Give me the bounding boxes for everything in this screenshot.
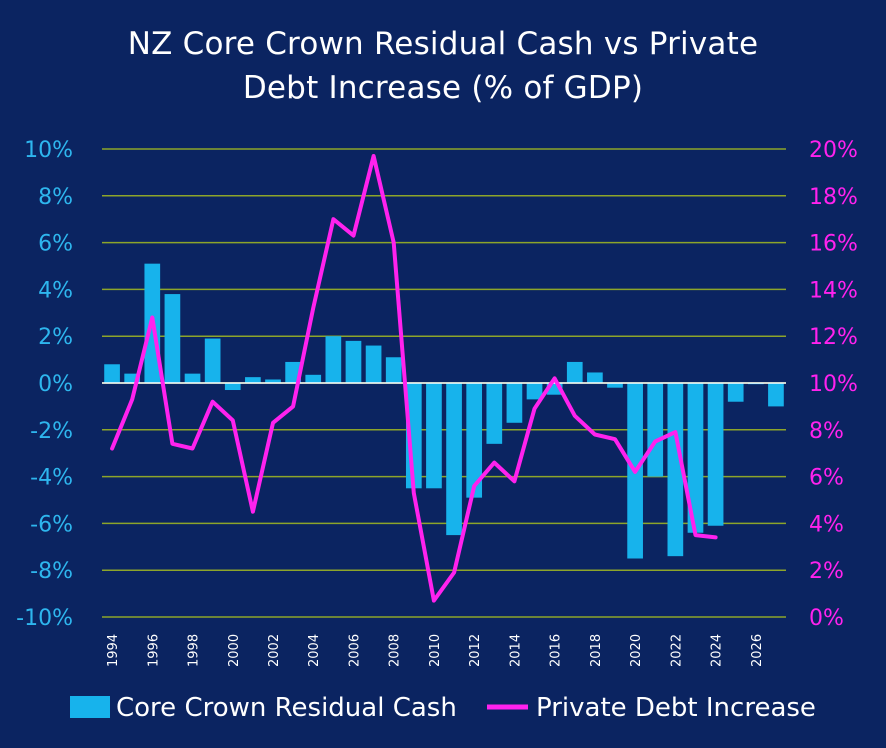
y-left-tick-label: 10% <box>24 138 73 163</box>
y-right-tick-label: 10% <box>809 372 858 397</box>
x-tick-label: 2012 <box>468 634 483 667</box>
y-left-tick-label: -6% <box>30 512 73 537</box>
bar <box>466 383 483 498</box>
bar <box>486 383 503 444</box>
bar <box>647 383 664 477</box>
y-left-tick-label: 8% <box>38 185 73 210</box>
bar <box>385 357 402 383</box>
x-tick-label: 2006 <box>348 634 363 667</box>
x-tick-label: 1998 <box>187 634 202 667</box>
legend-label-line: Private Debt Increase <box>536 693 816 723</box>
line-series-private-debt <box>110 154 718 603</box>
y-right-tick-label: 12% <box>809 325 858 350</box>
x-tick-label: 2008 <box>388 634 403 667</box>
x-tick-label: 2016 <box>549 634 564 667</box>
bar <box>365 345 382 383</box>
y-left-tick-label: 4% <box>38 278 73 303</box>
bar <box>687 383 704 533</box>
bar <box>305 374 322 383</box>
x-tick-label: 2024 <box>710 634 725 667</box>
bar <box>345 340 362 383</box>
bar <box>124 373 141 383</box>
bar <box>727 383 744 402</box>
y-right-tick-label: 14% <box>809 278 858 303</box>
legend-swatch-bar <box>70 696 110 718</box>
x-tick-label: 1994 <box>106 634 121 667</box>
y-left-tick-label: -10% <box>16 606 73 631</box>
bar <box>204 338 221 383</box>
y-right-tick-label: 8% <box>809 419 844 444</box>
x-tick-label: 2014 <box>508 634 523 667</box>
y-right-tick-label: 6% <box>809 466 844 491</box>
bar <box>104 364 120 383</box>
x-tick-label: 2026 <box>750 634 765 667</box>
bar <box>566 361 583 383</box>
legend-label-bar: Core Crown Residual Cash <box>116 693 457 723</box>
x-tick-label: 2000 <box>227 634 242 667</box>
bar <box>506 383 523 423</box>
bar <box>526 383 543 400</box>
y-left-tick-label: 2% <box>38 325 73 350</box>
bar <box>184 373 201 383</box>
y-left-tick-label: -4% <box>30 466 73 491</box>
x-tick-label: 1996 <box>146 634 161 667</box>
y-right-tick-label: 20% <box>809 138 858 163</box>
bar <box>587 372 603 383</box>
x-tick-label: 2022 <box>669 634 684 667</box>
y-left-tick-label: 6% <box>38 232 73 257</box>
chart-title: NZ Core Crown Residual Cash vs Private D… <box>0 22 886 110</box>
y-right-tick-label: 4% <box>809 512 844 537</box>
y-left-tick-label: -2% <box>30 419 73 444</box>
bar <box>164 294 181 383</box>
chart-title-line-2: Debt Increase (% of GDP) <box>242 70 644 106</box>
bar <box>546 383 563 395</box>
y-right-tick-label: 2% <box>809 559 844 584</box>
y-right-tick-label: 0% <box>809 606 844 631</box>
bar <box>667 383 684 557</box>
y-left-tick-label: 0% <box>38 372 73 397</box>
y-right-tick-label: 16% <box>809 232 858 257</box>
bar <box>265 379 281 383</box>
x-tick-label: 2020 <box>629 634 644 667</box>
bar <box>426 383 442 489</box>
y-right-tick-label: 18% <box>809 185 858 210</box>
bar <box>607 383 623 388</box>
bar <box>768 383 784 407</box>
bar <box>245 377 261 383</box>
x-tick-label: 2018 <box>589 634 604 667</box>
x-tick-label: 2004 <box>307 634 322 667</box>
x-tick-label: 2010 <box>428 634 443 667</box>
bar <box>446 383 462 536</box>
bar <box>224 383 241 391</box>
bar <box>325 336 342 383</box>
x-tick-label: 2002 <box>267 634 282 667</box>
y-left-tick-label: -8% <box>30 559 73 584</box>
bar-series <box>104 263 784 559</box>
chart-title-line-1: NZ Core Crown Residual Cash vs Private <box>127 26 759 62</box>
bar <box>707 383 724 526</box>
